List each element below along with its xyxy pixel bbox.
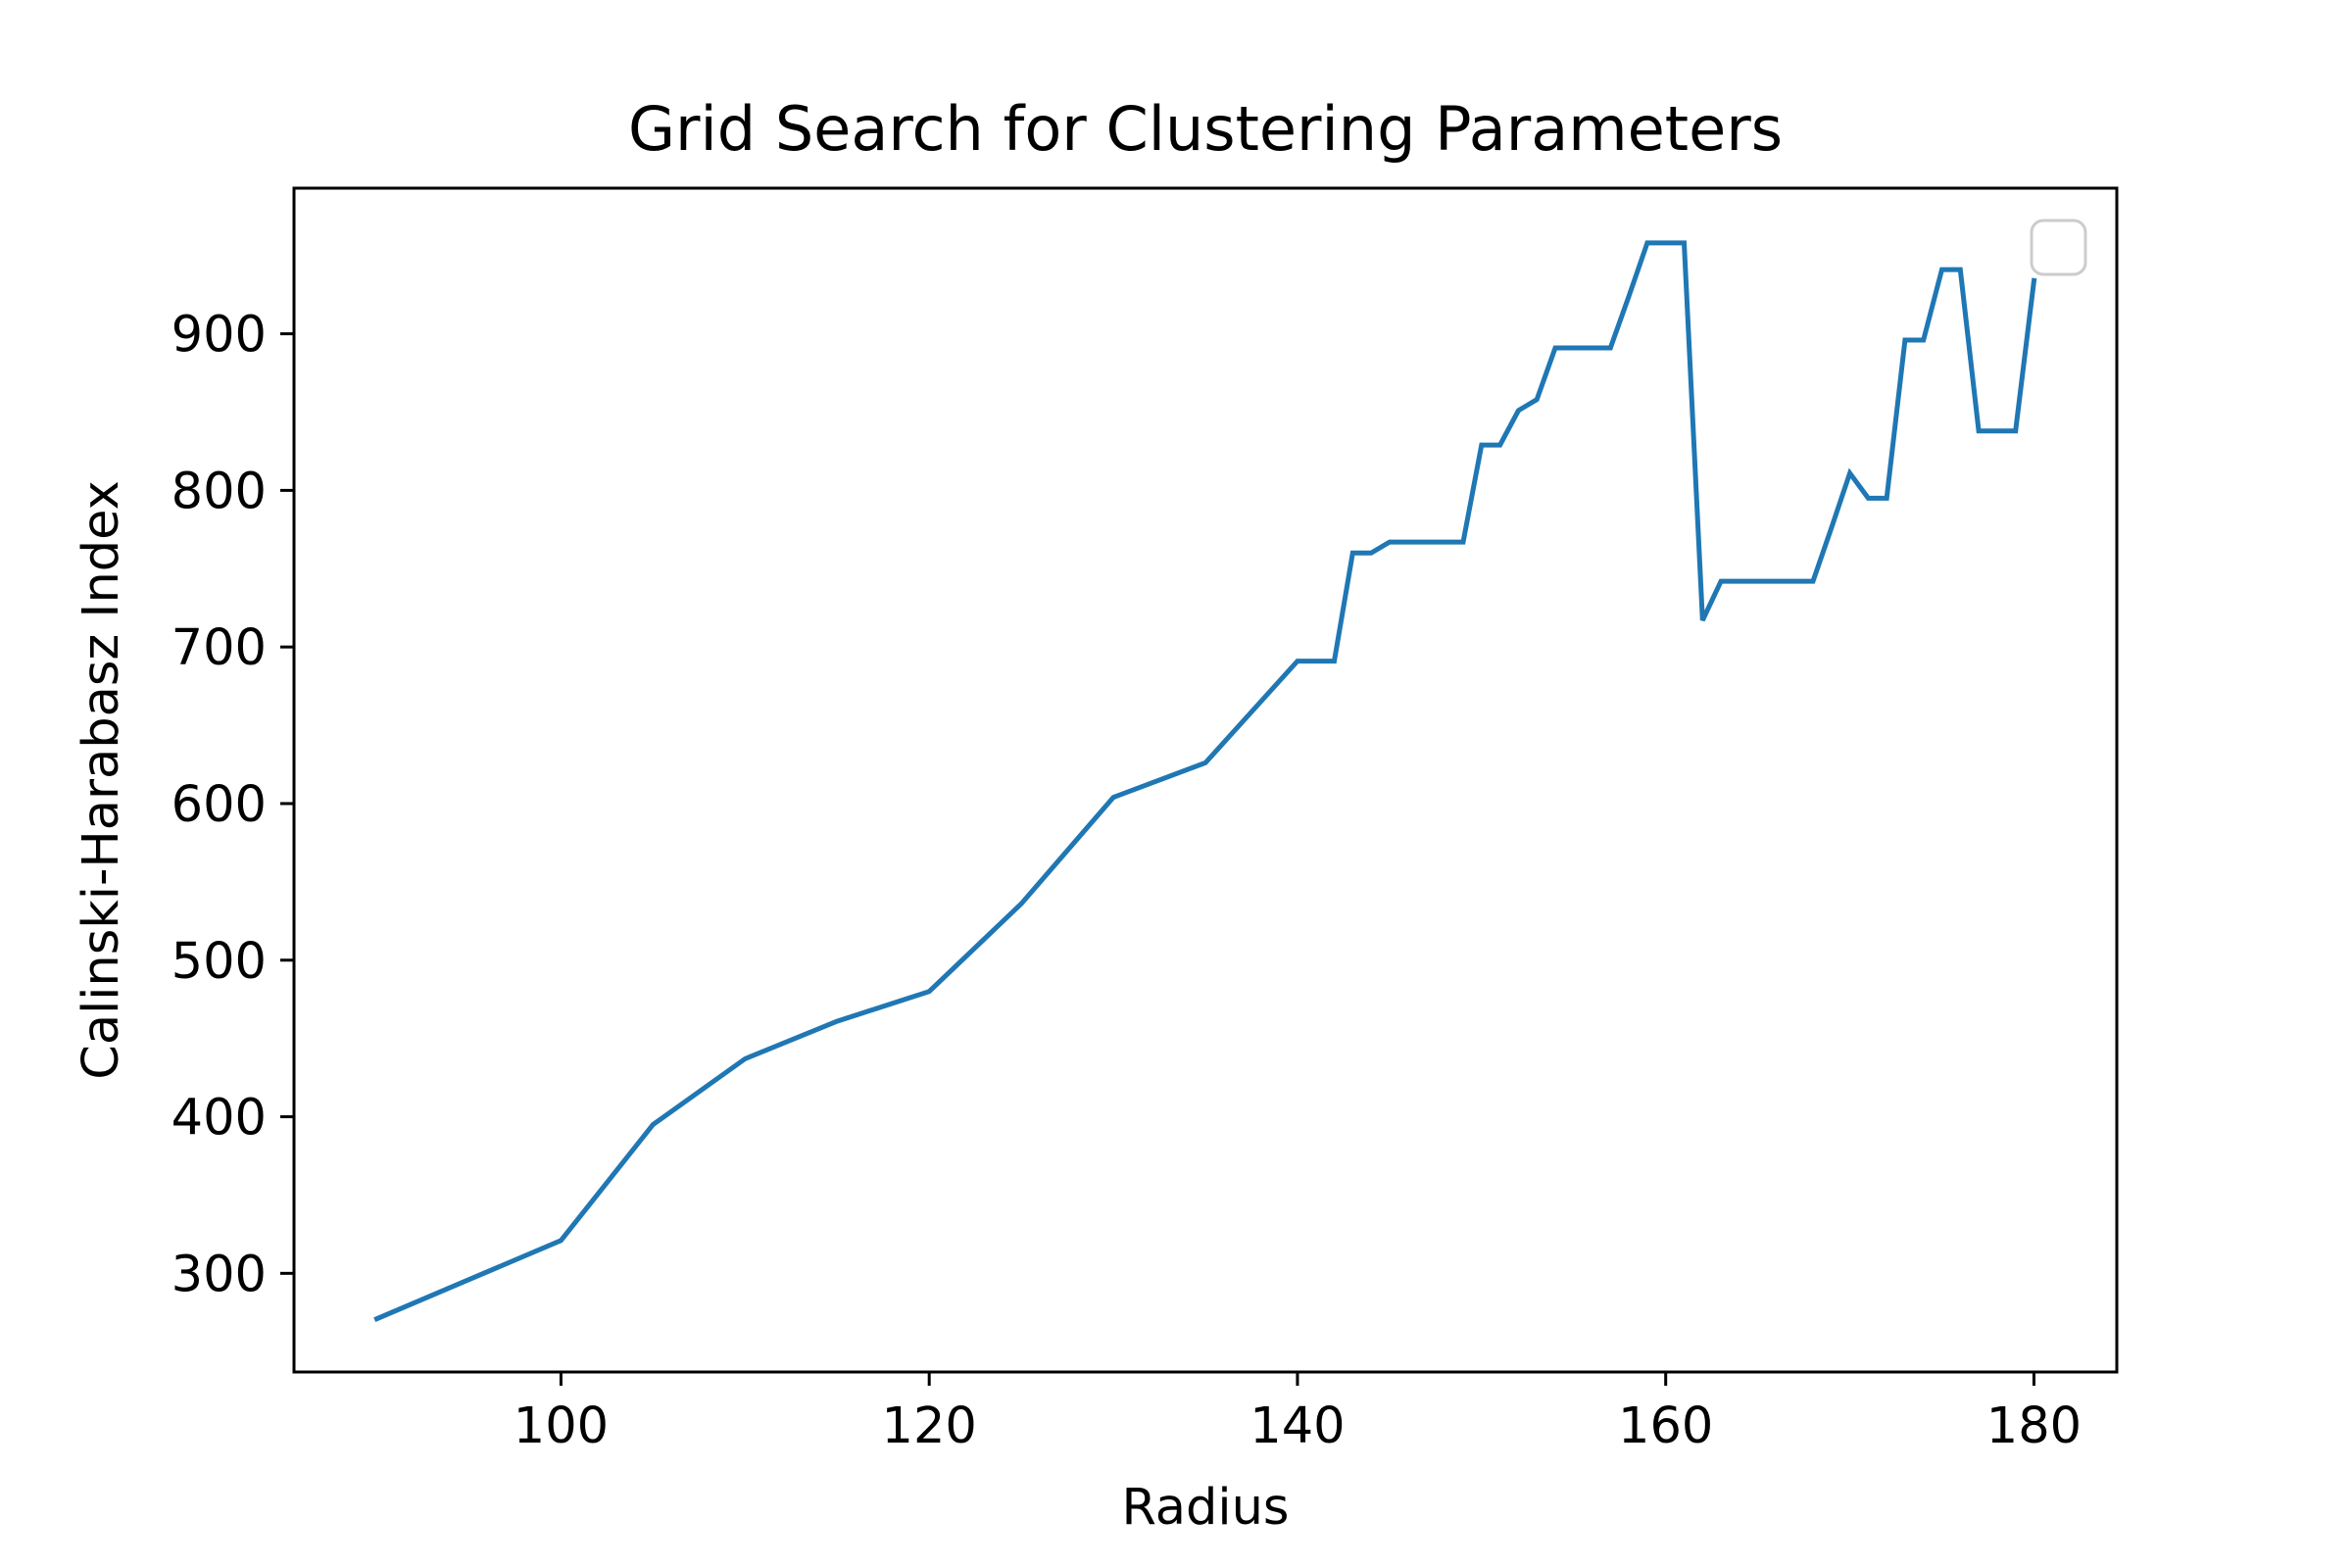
y-tick-label: 600 [172, 776, 267, 834]
x-tick-label: 140 [1250, 1397, 1345, 1455]
x-tick-label: 180 [1986, 1397, 2082, 1455]
series-layer [373, 240, 2037, 1322]
x-axis-label: Radius [1121, 1479, 1289, 1537]
plot-frame [292, 186, 2119, 1374]
series-line-0 [373, 240, 2037, 1322]
x-tick-label: 160 [1618, 1397, 1713, 1455]
y-tick-label: 300 [172, 1246, 267, 1303]
y-tick-label: 500 [172, 933, 267, 991]
plot-area-background [294, 188, 2117, 1372]
y-axis-ticks: 300 400 500 600 700 800 900 [172, 307, 294, 1303]
x-tick-label: 100 [514, 1397, 609, 1455]
y-tick-label: 900 [172, 307, 267, 365]
x-tick-label: 120 [882, 1397, 977, 1455]
y-tick-label: 700 [172, 619, 267, 677]
y-tick-label: 400 [172, 1090, 267, 1148]
chart-title: Grid Search for Clustering Parameters [628, 93, 1783, 165]
y-axis-label: Calinski-Harabasz Index [73, 480, 130, 1080]
y-tick-label: 800 [172, 463, 267, 520]
x-axis-ticks: 100 120 140 160 180 [514, 1372, 2082, 1455]
legend-box [2030, 219, 2087, 276]
